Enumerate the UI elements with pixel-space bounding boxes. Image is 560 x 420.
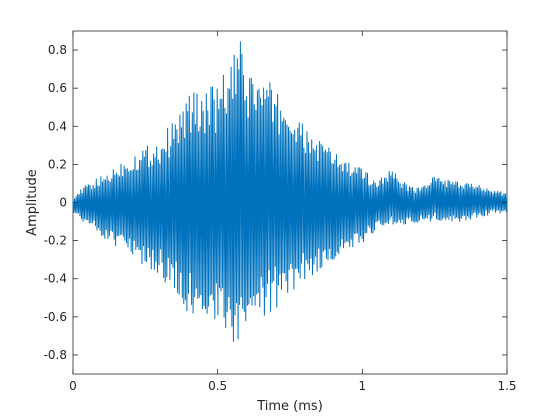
x-tick-label: 0.5 xyxy=(208,379,227,393)
x-axis-ticks: 0 0.5 1 1.5 xyxy=(69,31,517,393)
y-tick-label: 0 xyxy=(59,196,67,210)
y-tick-label: 0.8 xyxy=(48,43,67,57)
y-axis-label: Amplitude xyxy=(25,169,40,236)
y-tick-label: 0.4 xyxy=(48,119,67,133)
x-tick-label: 1.5 xyxy=(497,379,516,393)
y-tick-label: 0.2 xyxy=(48,157,67,171)
y-tick-label: -0.4 xyxy=(44,272,67,286)
y-tick-label: -0.6 xyxy=(44,310,67,324)
y-tick-label: -0.2 xyxy=(44,234,67,248)
y-tick-label: -0.8 xyxy=(44,348,67,362)
y-axis-ticks: -0.8 -0.6 -0.4 -0.2 0 0.2 0.4 0.6 0.8 xyxy=(44,43,507,362)
plot-area: 0 0.5 1 1.5 -0.8 -0.6 -0.4 -0.2 0 0.2 0.4 0.6 0.8 xyxy=(44,30,517,393)
x-axis-label: Time (ms) xyxy=(256,399,323,414)
y-tick-label: 0.6 xyxy=(48,81,67,95)
signal-line xyxy=(72,41,508,342)
x-tick-label: 1 xyxy=(359,379,367,393)
x-tick-label: 0 xyxy=(69,379,77,393)
